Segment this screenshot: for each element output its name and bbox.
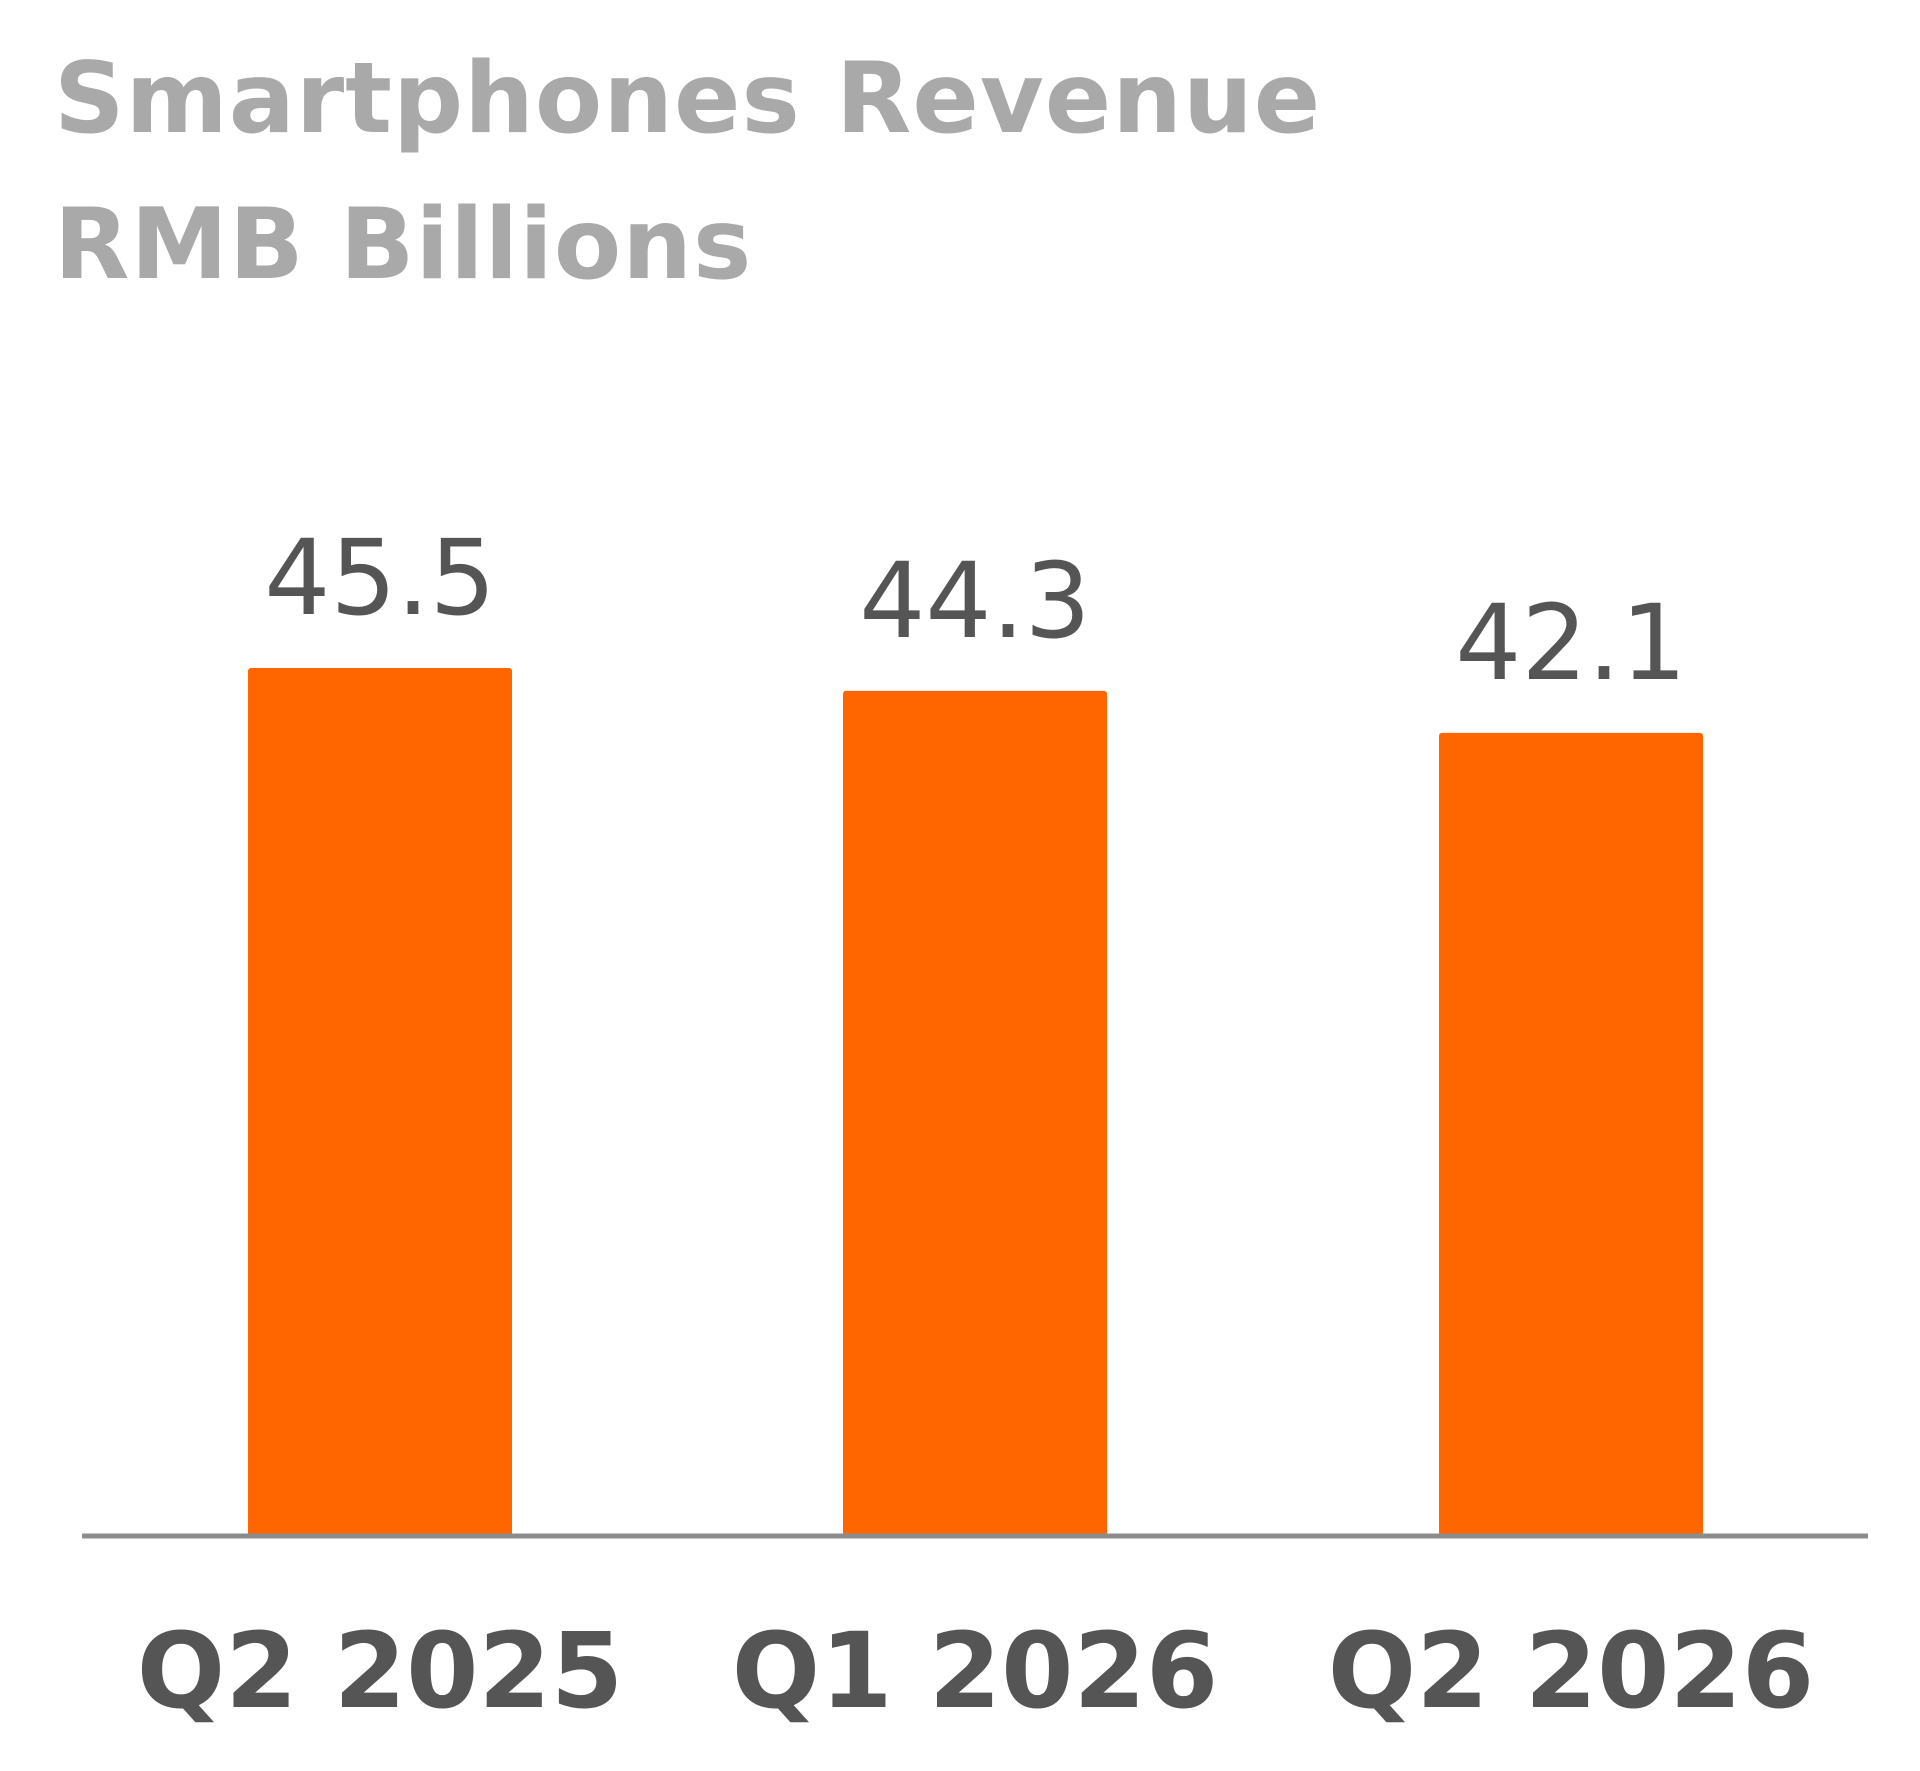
- x-tick-label: Q1 2026: [732, 1610, 1218, 1732]
- bars-layer: [248, 668, 1703, 1536]
- data-label: 42.1: [1455, 582, 1687, 704]
- chart-title-line1: Smartphones Revenue: [54, 42, 1322, 156]
- bar-q1-2026: [843, 690, 1107, 1536]
- labels-layer: 45.5 Q2 2025 44.3 Q1 2026 42.1 Q2 2026: [137, 517, 1814, 1732]
- chart-title: Smartphones Revenue RMB Billions: [54, 26, 1321, 318]
- data-label: 44.3: [859, 540, 1091, 662]
- x-tick-label: Q2 2026: [1328, 1610, 1814, 1732]
- data-label: 45.5: [264, 517, 496, 639]
- x-tick-label: Q2 2025: [137, 1610, 623, 1732]
- bar-q2-2026: [1439, 732, 1703, 1536]
- chart-subtitle: RMB Billions: [54, 188, 753, 302]
- bar-q2-2025: [248, 668, 512, 1536]
